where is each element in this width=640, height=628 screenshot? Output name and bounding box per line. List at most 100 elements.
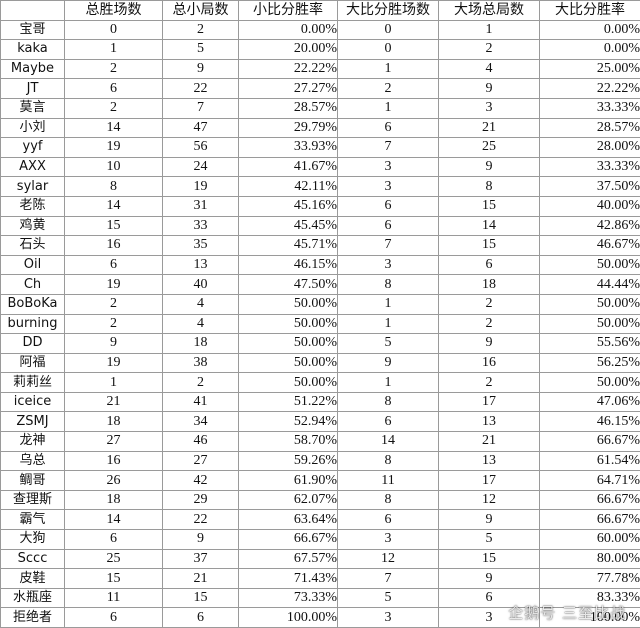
stat-cell: 28.00% [540, 138, 640, 158]
stat-cell: 45.45% [239, 216, 338, 236]
stat-cell: 45.16% [239, 196, 338, 216]
stat-cell: 50.00% [540, 373, 640, 393]
stat-cell: 46.15% [540, 412, 640, 432]
player-name-cell: kaka [1, 40, 65, 60]
stat-cell: 7 [338, 236, 439, 256]
player-name-cell: Sccc [1, 549, 65, 569]
stat-cell: 28.57% [540, 118, 640, 138]
stat-cell: 0.00% [540, 40, 640, 60]
stat-cell: 14 [439, 216, 540, 236]
stat-cell: 16 [439, 353, 540, 373]
stat-cell: 2 [439, 373, 540, 393]
stat-cell: 18 [163, 334, 239, 354]
stat-cell: 9 [439, 157, 540, 177]
stat-cell: 29 [163, 490, 239, 510]
stat-cell: 66.67% [540, 490, 640, 510]
player-name-cell: 龙神 [1, 432, 65, 452]
stat-cell: 6 [338, 510, 439, 530]
stat-cell: 6 [163, 608, 239, 628]
stat-cell: 7 [163, 98, 239, 118]
column-header [1, 1, 65, 21]
stat-cell: 35 [163, 236, 239, 256]
stat-cell: 1 [338, 98, 439, 118]
stat-cell: 1 [338, 294, 439, 314]
stat-cell: 61.54% [540, 451, 640, 471]
column-header: 大场总局数 [439, 1, 540, 21]
stat-cell: 25 [439, 138, 540, 158]
player-name-cell: 查理斯 [1, 490, 65, 510]
stat-cell: 66.67% [239, 530, 338, 550]
stat-cell: 22.22% [239, 59, 338, 79]
stat-cell: 2 [439, 294, 540, 314]
stat-cell: 46.15% [239, 255, 338, 275]
stat-cell: 19 [65, 138, 163, 158]
stat-cell: 14 [338, 432, 439, 452]
stat-cell: 56.25% [540, 353, 640, 373]
stat-cell: 50.00% [239, 314, 338, 334]
stat-cell: 2 [439, 40, 540, 60]
stat-cell: 7 [338, 138, 439, 158]
stat-cell: 0.00% [540, 20, 640, 40]
stat-cell: 22 [163, 510, 239, 530]
stat-cell: 8 [65, 177, 163, 197]
player-name-cell: burning [1, 314, 65, 334]
stat-cell: 12 [439, 490, 540, 510]
stat-cell: 34 [163, 412, 239, 432]
stat-cell: 0 [338, 20, 439, 40]
player-name-cell: 拒绝者 [1, 608, 65, 628]
stat-cell: 27 [163, 451, 239, 471]
stat-cell: 12 [338, 549, 439, 569]
stat-cell: 21 [163, 569, 239, 589]
stat-cell: 27.27% [239, 79, 338, 99]
stat-cell: 0.00% [239, 20, 338, 40]
player-name-cell: 乌总 [1, 451, 65, 471]
column-header: 总胜场数 [65, 1, 163, 21]
player-name-cell: Maybe [1, 59, 65, 79]
stat-cell: 14 [65, 196, 163, 216]
stat-cell: 37 [163, 549, 239, 569]
player-name-cell: ZSMJ [1, 412, 65, 432]
stat-cell: 8 [338, 275, 439, 295]
stat-cell: 3 [338, 608, 439, 628]
column-header: 总小局数 [163, 1, 239, 21]
stat-cell: 9 [439, 334, 540, 354]
stat-cell: 5 [439, 530, 540, 550]
stat-cell: 42.11% [239, 177, 338, 197]
player-name-cell: 莫言 [1, 98, 65, 118]
stat-cell: 61.90% [239, 471, 338, 491]
player-name-cell: 宝哥 [1, 20, 65, 40]
column-header: 小比分胜率 [239, 1, 338, 21]
stat-cell: 19 [163, 177, 239, 197]
stat-cell: 56 [163, 138, 239, 158]
stat-cell: 8 [338, 392, 439, 412]
stat-cell: 6 [338, 412, 439, 432]
stat-cell: 45.71% [239, 236, 338, 256]
stat-cell: 50.00% [540, 255, 640, 275]
stat-cell: 9 [163, 59, 239, 79]
stat-cell: 13 [439, 412, 540, 432]
stat-cell: 33 [163, 216, 239, 236]
stat-cell: 15 [439, 196, 540, 216]
stat-cell: 50.00% [239, 353, 338, 373]
player-name-cell: 老陈 [1, 196, 65, 216]
stat-cell: 6 [338, 196, 439, 216]
stat-cell: 8 [439, 177, 540, 197]
stat-cell: 60.00% [540, 530, 640, 550]
stat-cell: 50.00% [239, 294, 338, 314]
stat-cell: 17 [439, 471, 540, 491]
stat-cell: 18 [439, 275, 540, 295]
